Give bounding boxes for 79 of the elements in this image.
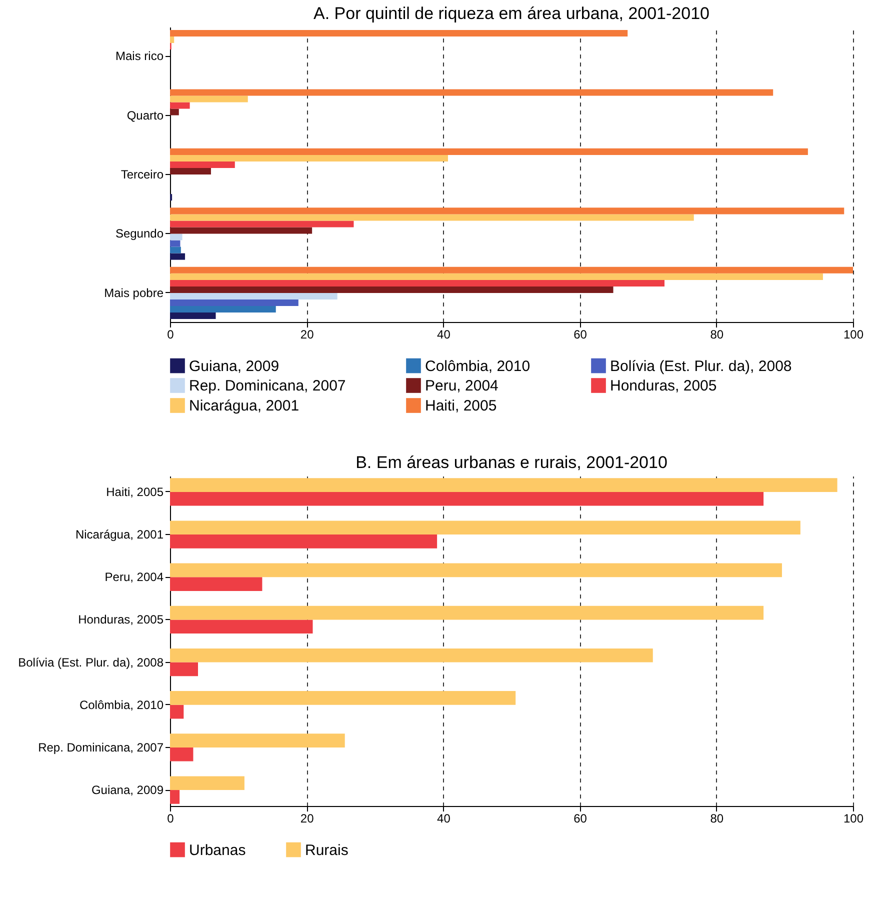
bar — [170, 214, 694, 221]
x-tick-label: 40 — [437, 328, 451, 342]
x-tick-label: 100 — [843, 328, 864, 342]
bar — [170, 478, 838, 492]
bar — [170, 154, 448, 162]
chart-title: B. Em áreas urbanas e rurais, 2001-2010 — [356, 453, 668, 472]
x-tick-label: 0 — [167, 812, 174, 826]
x-tick-label: 60 — [574, 812, 588, 826]
y-tick-label: Rep. Dominicana, 2007 — [38, 740, 164, 754]
y-tick-label: Peru, 2004 — [104, 570, 164, 584]
x-tick-label: 20 — [300, 328, 314, 342]
legend-label: Bolívia (Est. Plur. da), 2008 — [610, 358, 792, 375]
bar — [170, 227, 312, 234]
bar — [170, 747, 194, 762]
legend-label: Rep. Dominicana, 2007 — [189, 378, 346, 394]
legend-label: Colômbia, 2010 — [425, 358, 530, 375]
bar — [170, 648, 653, 662]
bar — [170, 620, 313, 634]
legend-label: Honduras, 2005 — [610, 378, 717, 394]
x-tick-label: 20 — [300, 812, 314, 826]
bar — [170, 36, 174, 43]
bar — [170, 534, 438, 548]
legend-label: Haiti, 2005 — [425, 398, 497, 414]
bar — [170, 168, 211, 174]
y-tick-label: Guiana, 2009 — [91, 783, 164, 798]
x-tick-label: 60 — [574, 328, 588, 342]
y-tick-label: Nicarágua, 2001 — [75, 528, 164, 542]
bar — [170, 102, 190, 109]
bar — [170, 312, 216, 320]
legend-label: Urbanas — [189, 842, 246, 859]
y-tick-label: Mais pobre — [104, 286, 164, 300]
bar — [170, 96, 248, 102]
y-tick-label: Colômbia, 2010 — [79, 698, 164, 712]
legend-label: Nicarágua, 2001 — [189, 398, 300, 414]
x-tick-label: 100 — [843, 812, 864, 826]
y-tick-label: Quarto — [126, 108, 164, 122]
bar — [170, 148, 808, 155]
x-tick-label: 80 — [710, 328, 724, 342]
y-tick-label: Segundo — [115, 226, 164, 241]
y-tick-label: Haiti, 2005 — [106, 484, 164, 499]
bar — [170, 108, 179, 116]
x-tick-label: 40 — [437, 812, 451, 826]
legend-label: Rurais — [305, 842, 348, 859]
y-tick-label: Bolívia (Est. Plur. da), 2008 — [18, 655, 164, 670]
bar — [170, 220, 354, 228]
bar — [170, 606, 764, 620]
bar — [170, 292, 338, 300]
bar — [170, 776, 244, 790]
bar — [170, 662, 198, 676]
bar — [170, 30, 628, 36]
bar — [170, 240, 180, 247]
bar — [170, 273, 823, 280]
bar — [170, 734, 345, 748]
bar — [170, 280, 664, 286]
bar — [170, 253, 186, 260]
bar — [170, 563, 782, 578]
bar — [170, 208, 844, 214]
x-tick-label: 0 — [167, 328, 174, 342]
bar — [170, 306, 276, 313]
x-tick-label: 80 — [710, 812, 724, 826]
y-tick-label: Terceiro — [120, 168, 164, 182]
bar — [170, 492, 764, 506]
bar — [170, 790, 180, 804]
bar — [170, 691, 516, 705]
bar — [170, 234, 182, 240]
bar — [170, 161, 235, 168]
legend-label: Guiana, 2009 — [189, 358, 280, 375]
legend-label: Peru, 2004 — [425, 378, 498, 394]
y-tick-label: Honduras, 2005 — [78, 612, 164, 627]
chart-title: A. Por quintil de riqueza em área urbana, 2001-2010 — [314, 4, 710, 23]
bar — [170, 89, 774, 96]
bar — [170, 246, 181, 254]
bar — [170, 704, 184, 719]
bar — [170, 520, 800, 535]
y-tick-label: Mais rico — [115, 49, 164, 64]
bar — [170, 266, 853, 274]
bar — [170, 286, 614, 293]
bar — [170, 577, 262, 591]
bar — [170, 299, 298, 306]
